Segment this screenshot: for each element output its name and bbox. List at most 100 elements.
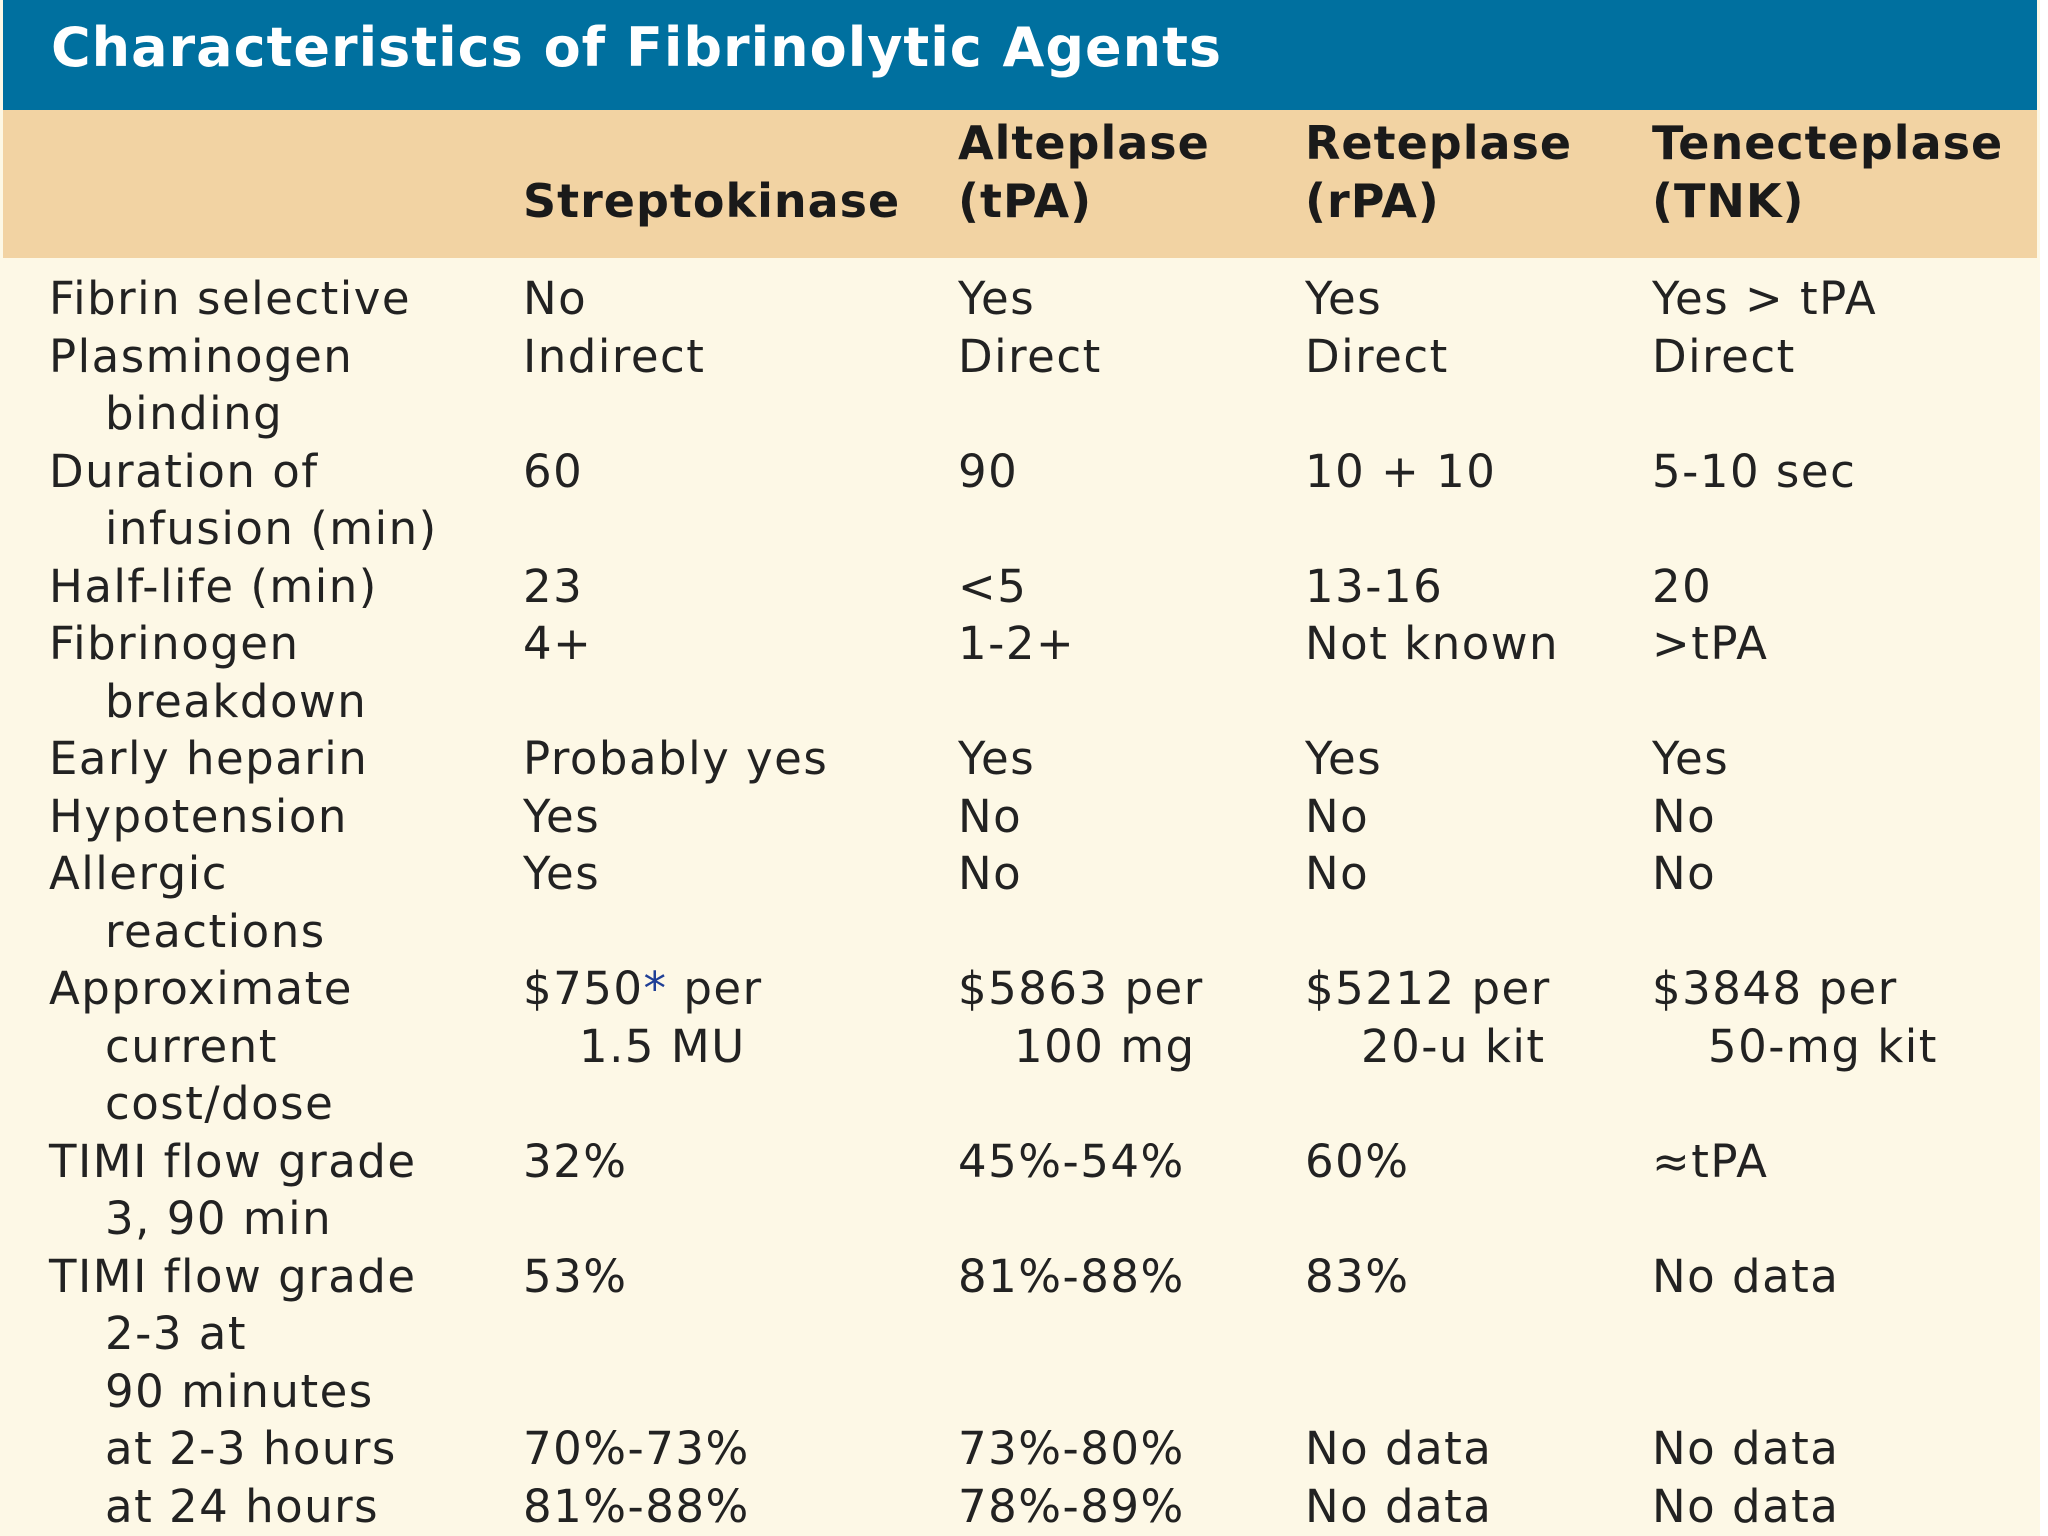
table-cell: 90: [958, 443, 1018, 501]
table-cell-line: 20-u kit: [1361, 1019, 1546, 1073]
table-cell-line: ≈tPA: [1652, 1134, 1769, 1188]
column-header-line: Tenecteplase: [1652, 116, 2004, 170]
table-cell: Yes: [1652, 730, 1729, 788]
table-cell-line: 60%: [1305, 1134, 1410, 1188]
table-cell-line: Direct: [958, 329, 1102, 383]
title-bar: Characteristics of Fibrinolytic Agents: [3, 0, 2037, 110]
table-cell-line: No data: [1305, 1479, 1493, 1533]
row-label: TIMI flow grade 3, 90 min: [49, 1133, 417, 1248]
table-cell: ≈tPA: [1652, 1133, 1768, 1191]
table-cell: Not known: [1305, 615, 1559, 673]
table-cell: No data: [1305, 1478, 1492, 1536]
table-cell-line: Yes: [958, 732, 1036, 785]
table-cell-line: Yes > tPA: [1652, 272, 1878, 325]
row-label-line: breakdown: [105, 674, 368, 728]
table-cell-line: 32%: [523, 1134, 628, 1188]
column-header-reteplase: Reteplase (rPA): [1305, 114, 1572, 230]
table-cell: No data: [1652, 1478, 1839, 1536]
row-label-line: TIMI flow grade: [49, 1249, 417, 1303]
table-cell-line: No: [958, 847, 1023, 900]
table-cell-line: 90: [958, 444, 1019, 498]
table-cell: 4+: [523, 615, 592, 673]
table-cell: Direct: [958, 328, 1102, 386]
row-label-line: Allergic: [49, 847, 228, 900]
table-cell: 1-2+: [958, 615, 1075, 673]
table-cell-line: 50-mg kit: [1708, 1019, 1938, 1073]
table-cell: Yes: [958, 730, 1035, 788]
table-cell-line: $5212 per: [1305, 962, 1551, 1015]
row-label-line: at 2-3 hours: [105, 1422, 397, 1475]
table-cell-line: 1-2+: [958, 617, 1076, 670]
table-cell: No data: [1652, 1248, 1839, 1306]
table-cell-line: Direct: [1652, 329, 1796, 383]
table-cell-line: 78%-89%: [958, 1479, 1185, 1533]
column-header-line: Reteplase: [1305, 116, 1573, 170]
table-title: Characteristics of Fibrinolytic Agents: [51, 16, 1223, 79]
row-label: TIMI flow grade 2-3 at 90 minutes: [49, 1248, 417, 1421]
row-label-line: 90 minutes: [105, 1364, 374, 1418]
table-cell: 70%-73%: [523, 1420, 750, 1478]
table-cell-line: 10 + 10: [1305, 444, 1497, 498]
row-label: Plasminogen binding: [49, 328, 353, 443]
row-label-line: 3, 90 min: [105, 1192, 333, 1245]
row-label-line: Duration of: [49, 444, 319, 498]
table-cell: 13-16: [1305, 558, 1443, 616]
table-cell: 60: [523, 443, 583, 501]
table-cell: 73%-80%: [958, 1420, 1185, 1478]
table-cell: 81%-88%: [523, 1478, 750, 1536]
table-cell-line: No data: [1652, 1249, 1840, 1303]
table-cell: Probably yes: [523, 730, 828, 788]
table-cell-line: Yes: [1652, 732, 1730, 785]
table-cell: $750* per 1.5 MU: [523, 960, 763, 1075]
column-header-line: Alteplase: [958, 116, 1210, 170]
row-label: Hypotension: [49, 788, 348, 846]
table-cell: No: [1652, 845, 1716, 903]
table-cell: No data: [1652, 1420, 1839, 1478]
row-label-line: Approximate: [49, 962, 353, 1015]
table-cell: 83%: [1305, 1248, 1410, 1306]
table-cell: 53%: [523, 1248, 628, 1306]
column-header-line: (TNK): [1652, 174, 1805, 228]
table-cell-line: 81%-88%: [958, 1249, 1185, 1303]
table-cell-line: $5863 per: [958, 962, 1204, 1015]
column-header-streptokinase: Streptokinase: [523, 172, 900, 230]
table-cell-line: $3848 per: [1652, 962, 1898, 1015]
column-header-line: Streptokinase: [523, 174, 901, 228]
row-label-line: cost/dose: [105, 1077, 335, 1130]
table-cell-line: <5: [958, 559, 1028, 613]
row-label-line: 2-3 at: [105, 1307, 248, 1360]
table-cell: 5-10 sec: [1652, 443, 1856, 501]
table-cell: 32%: [523, 1133, 628, 1191]
row-label-line: Fibrinogen: [49, 617, 300, 670]
table-cell: 45%-54%: [958, 1133, 1185, 1191]
table-cell: Yes: [958, 270, 1035, 328]
table-cell-line: No: [1652, 789, 1717, 843]
column-header-tenecteplase: Tenecteplase (TNK): [1652, 114, 2003, 230]
table-cell: Yes: [523, 788, 600, 846]
row-label-line: at 24 hours: [105, 1479, 380, 1533]
table-cell-line: 5-10 sec: [1652, 444, 1857, 498]
table-cell-line: 81%-88%: [523, 1479, 750, 1533]
footnote-asterisk: *: [643, 962, 668, 1015]
table-cell: 78%-89%: [958, 1478, 1185, 1536]
table-cell: No: [523, 270, 587, 328]
row-label-line: reactions: [105, 904, 326, 958]
table-cell-line: 13-16: [1305, 559, 1444, 613]
row-label: Fibrin selective: [49, 270, 411, 328]
row-label: Early heparin: [49, 730, 368, 788]
table-cell-line: Yes: [1305, 272, 1383, 325]
table-cell: No: [1305, 788, 1369, 846]
row-label-line: Early heparin: [49, 732, 369, 785]
table-cell-line: Yes: [958, 272, 1036, 325]
table-cell: Yes > tPA: [1652, 270, 1877, 328]
table-cell: >tPA: [1652, 615, 1768, 673]
header-band: Streptokinase Alteplase (tPA) Reteplase …: [3, 110, 2037, 258]
table-cell: Direct: [1305, 328, 1449, 386]
table-cell: 20: [1652, 558, 1712, 616]
table-cell-line: No: [958, 789, 1023, 843]
table-cell-line: $750* per: [523, 962, 763, 1015]
table-cell-line: No: [1305, 789, 1370, 843]
row-label-line: Hypotension: [49, 789, 348, 843]
table-cell: Direct: [1652, 328, 1796, 386]
table-cell-line: No data: [1305, 1422, 1493, 1475]
